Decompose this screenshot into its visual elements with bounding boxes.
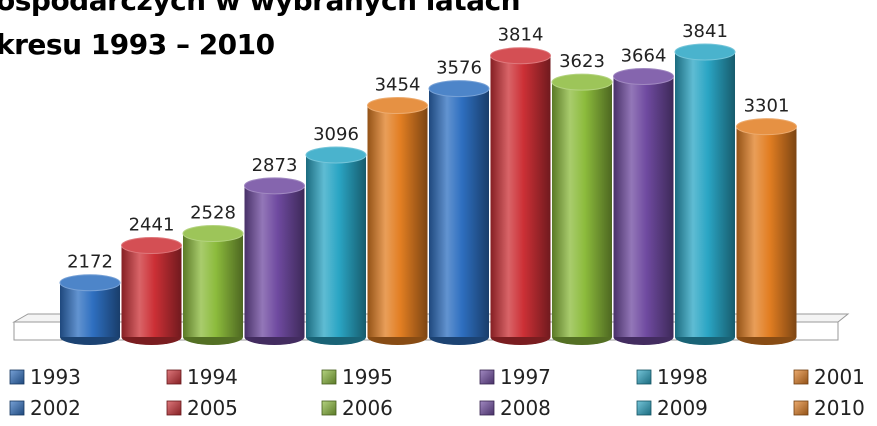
bar-body xyxy=(367,105,428,337)
legend-label: 2008 xyxy=(500,396,551,420)
bar-1997 xyxy=(244,177,305,345)
bar-top xyxy=(244,177,305,195)
legend-label: 1998 xyxy=(657,365,708,389)
bar-top xyxy=(551,73,613,91)
legend-label: 2005 xyxy=(187,396,238,420)
bar-1994 xyxy=(121,237,182,345)
bar-body xyxy=(244,185,305,337)
bar-top xyxy=(490,47,551,65)
legend-swatch xyxy=(793,400,809,416)
bar-body xyxy=(613,76,674,337)
bar-body xyxy=(306,154,366,337)
legend-item-2009: 2009 xyxy=(636,396,708,420)
chart-title-line-1: ospodarczych w wybranych latach xyxy=(0,0,521,17)
bar-top xyxy=(305,146,367,164)
legend-swatch xyxy=(636,369,652,385)
bar-body xyxy=(121,245,182,337)
data-label-2002: 3576 xyxy=(436,58,482,79)
legend-swatch xyxy=(321,400,337,416)
bar-1998 xyxy=(305,146,367,345)
data-label-1994: 2441 xyxy=(129,215,175,236)
legend-label: 2006 xyxy=(342,396,393,420)
legend-item-2005: 2005 xyxy=(166,396,238,420)
legend-swatch xyxy=(9,400,25,416)
legend-swatch xyxy=(636,400,652,416)
bar-top xyxy=(613,67,674,85)
data-label-2008: 3664 xyxy=(621,45,667,66)
legend-swatch xyxy=(479,369,495,385)
bar-2010 xyxy=(736,118,797,345)
bar-body xyxy=(736,126,797,337)
legend-label: 1995 xyxy=(342,365,393,389)
bar-body xyxy=(183,233,243,337)
data-label-1993: 2172 xyxy=(67,252,113,273)
data-label-1997: 2873 xyxy=(252,155,298,176)
legend-item-1998: 1998 xyxy=(636,365,708,389)
data-label-1995: 2528 xyxy=(190,203,236,224)
chart-title-line-2: kresu 1993 – 2010 xyxy=(0,28,275,61)
legend-item-2001: 2001 xyxy=(793,365,865,389)
data-label-2005: 3814 xyxy=(498,25,544,46)
legend-swatch xyxy=(321,369,337,385)
legend-item-2010: 2010 xyxy=(793,396,865,420)
legend-label: 1994 xyxy=(187,365,238,389)
bar-body xyxy=(429,88,489,337)
bar-2002 xyxy=(428,80,490,345)
bar-body xyxy=(675,52,735,337)
bars-group xyxy=(59,43,797,345)
bar-top xyxy=(428,80,490,98)
bar-top xyxy=(736,118,797,136)
bar-top xyxy=(674,43,736,61)
bar-2008 xyxy=(613,67,674,345)
legend-swatch xyxy=(166,369,182,385)
data-label-2010: 3301 xyxy=(744,96,790,117)
data-label-2009: 3841 xyxy=(682,21,728,42)
bar-body xyxy=(60,282,120,337)
bar-top xyxy=(121,237,182,255)
legend: 1993 1994 1995 1997 1998 2001 2002 2005 2006 2008… xyxy=(9,365,865,420)
legend-swatch xyxy=(479,400,495,416)
data-label-2001: 3454 xyxy=(375,75,421,96)
legend-label: 1993 xyxy=(30,365,81,389)
legend-item-2006: 2006 xyxy=(321,396,393,420)
bar-body xyxy=(490,55,551,338)
legend-label: 2010 xyxy=(814,396,865,420)
legend-item-1995: 1995 xyxy=(321,365,393,389)
legend-label: 2009 xyxy=(657,396,708,420)
legend-swatch xyxy=(166,400,182,416)
bar-2009 xyxy=(674,43,736,345)
bar-1995 xyxy=(182,225,244,345)
bar-2001 xyxy=(367,97,428,345)
bar-2006 xyxy=(551,73,613,345)
legend-swatch xyxy=(9,369,25,385)
data-label-2006: 3623 xyxy=(559,51,605,72)
data-label-1998: 3096 xyxy=(313,124,359,145)
legend-item-1997: 1997 xyxy=(479,365,551,389)
legend-item-2008: 2008 xyxy=(479,396,551,420)
legend-swatch xyxy=(793,369,809,385)
legend-label: 1997 xyxy=(500,365,551,389)
legend-label: 2002 xyxy=(30,396,81,420)
bar-top xyxy=(367,97,428,115)
bar-body xyxy=(552,82,612,337)
bar-top xyxy=(59,274,121,292)
legend-item-2002: 2002 xyxy=(9,396,81,420)
bar-2005 xyxy=(490,47,551,345)
bar-top xyxy=(182,225,244,243)
legend-item-1993: 1993 xyxy=(9,365,81,389)
legend-item-1994: 1994 xyxy=(166,365,238,389)
data-labels-group: 2172 2441 2528 2873 3096 3454 3576 3814 3623 3664… xyxy=(67,21,789,273)
bar-1993 xyxy=(59,274,121,345)
legend-label: 2001 xyxy=(814,365,865,389)
